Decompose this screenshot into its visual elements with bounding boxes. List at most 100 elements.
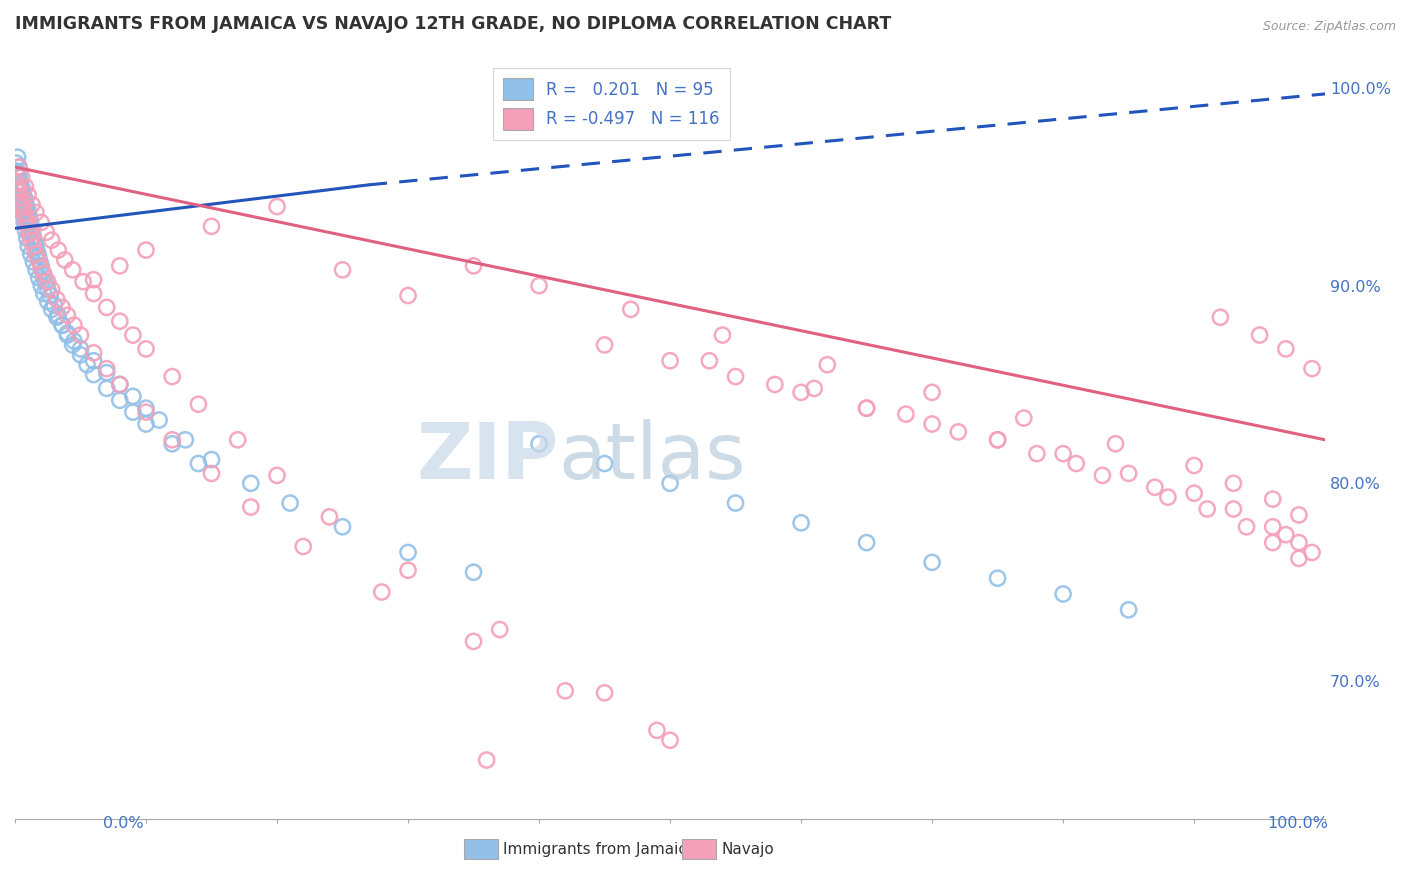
Point <box>593 686 616 700</box>
Point <box>25 205 48 219</box>
Point <box>332 262 354 277</box>
Point <box>7 150 30 164</box>
Point <box>148 413 170 427</box>
Point <box>22 255 45 269</box>
Point <box>1052 587 1074 601</box>
Point <box>7 160 30 174</box>
Point <box>1261 520 1284 534</box>
Point <box>1222 502 1244 516</box>
Point <box>62 338 84 352</box>
Point <box>921 385 943 400</box>
Point <box>475 753 498 767</box>
Point <box>921 555 943 569</box>
Point <box>463 634 485 648</box>
Point <box>83 353 105 368</box>
Point <box>10 179 32 194</box>
Point <box>200 467 222 481</box>
Point <box>200 452 222 467</box>
Point <box>41 233 63 247</box>
Point <box>13 190 35 204</box>
Point <box>20 215 42 229</box>
Point <box>7 176 30 190</box>
Point <box>815 358 838 372</box>
Point <box>108 377 131 392</box>
Point <box>371 585 394 599</box>
Point <box>699 353 721 368</box>
Point <box>803 381 825 395</box>
Point <box>239 476 262 491</box>
Point <box>17 187 39 202</box>
Point <box>10 200 32 214</box>
Point <box>724 496 747 510</box>
Point <box>14 194 37 208</box>
Point <box>41 302 63 317</box>
Point <box>46 308 69 322</box>
Point <box>332 520 354 534</box>
Point <box>1249 328 1271 343</box>
Text: ZIP: ZIP <box>416 419 558 495</box>
Point <box>7 166 30 180</box>
Point <box>226 433 249 447</box>
Point <box>14 211 37 226</box>
Point <box>13 205 35 219</box>
Point <box>51 318 73 333</box>
Point <box>37 275 59 289</box>
Point <box>11 195 34 210</box>
Point <box>1182 458 1205 473</box>
Point <box>30 259 52 273</box>
Point <box>1052 447 1074 461</box>
Point <box>174 433 197 447</box>
Point <box>554 683 576 698</box>
Point <box>1261 492 1284 507</box>
Point <box>135 243 157 257</box>
Point <box>396 288 419 302</box>
Point <box>1104 436 1126 450</box>
Point <box>96 361 118 376</box>
Point <box>22 229 45 244</box>
Point <box>27 245 49 260</box>
Text: 0.0%: 0.0% <box>103 816 143 831</box>
Point <box>41 283 63 297</box>
Point <box>14 203 37 218</box>
Point <box>1209 310 1232 325</box>
Point <box>1301 361 1323 376</box>
Point <box>108 377 131 392</box>
Point <box>53 252 76 267</box>
Point <box>763 377 786 392</box>
Point <box>527 436 550 450</box>
Point <box>35 225 58 239</box>
Point <box>15 231 38 245</box>
Point <box>15 210 38 224</box>
Point <box>25 239 48 253</box>
Point <box>76 358 98 372</box>
Point <box>30 260 52 275</box>
Point <box>83 346 105 360</box>
Point <box>135 401 157 416</box>
Point <box>1064 457 1087 471</box>
Point <box>187 457 209 471</box>
Point <box>987 433 1010 447</box>
Point <box>32 286 55 301</box>
Point <box>37 294 59 309</box>
Point <box>14 223 37 237</box>
Point <box>30 215 52 229</box>
Point <box>1275 342 1298 356</box>
Point <box>11 184 34 198</box>
Point <box>292 540 315 554</box>
Point <box>1275 527 1298 541</box>
Point <box>200 219 222 234</box>
Point <box>31 265 53 279</box>
Point <box>15 200 38 214</box>
Point <box>1182 486 1205 500</box>
Point <box>1288 535 1310 549</box>
Point <box>96 366 118 380</box>
Point <box>108 314 131 328</box>
Point <box>855 401 877 416</box>
Point <box>659 733 682 747</box>
Text: atlas: atlas <box>558 419 747 495</box>
Point <box>855 535 877 549</box>
Point <box>10 195 32 210</box>
Legend: R =   0.201   N = 95, R = -0.497   N = 116: R = 0.201 N = 95, R = -0.497 N = 116 <box>492 69 730 139</box>
Point <box>135 417 157 431</box>
Point <box>1118 467 1140 481</box>
